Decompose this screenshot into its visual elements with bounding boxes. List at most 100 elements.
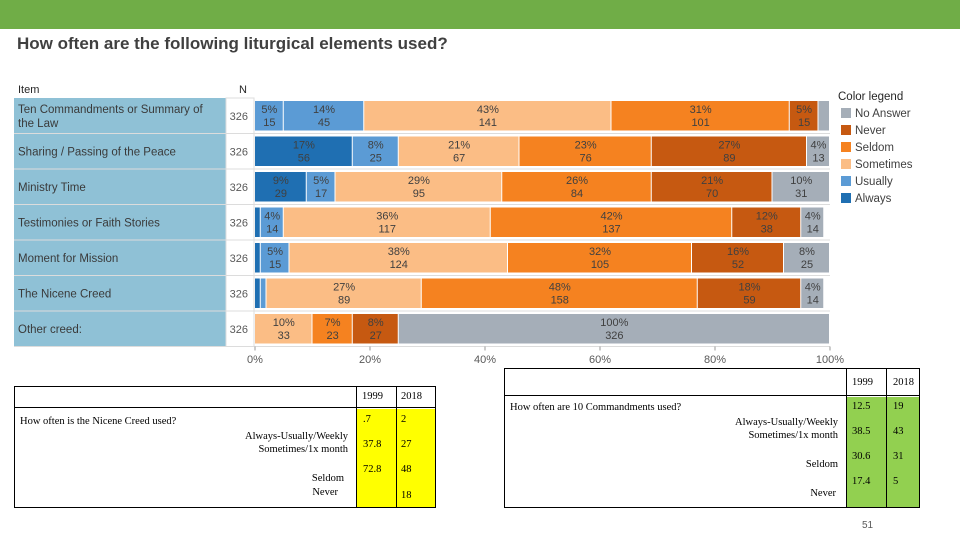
item-label-panel	[14, 98, 226, 347]
bar-segment	[255, 278, 260, 308]
legend-swatch	[841, 193, 851, 203]
bar-segment	[352, 314, 398, 344]
category-label: Moment for Mission	[18, 253, 118, 265]
bar-pct-label: 26%	[566, 175, 588, 187]
x-tick-label: 100%	[816, 354, 844, 366]
bar-count-label: 29	[275, 188, 287, 200]
bar-count-label: 15	[798, 117, 810, 129]
bar-segment	[421, 278, 697, 308]
n-value: 326	[230, 146, 248, 158]
bar-segment	[651, 172, 772, 202]
commandments-col-1999: 1999	[852, 377, 873, 388]
bar-pct-label: 27%	[333, 282, 355, 294]
bar-pct-label: 12%	[756, 211, 778, 223]
bar-count-label: 52	[732, 259, 744, 271]
header-item: Item	[18, 84, 39, 96]
bar-pct-label: 5%	[796, 104, 812, 116]
bar-count-label: 137	[602, 224, 620, 236]
commandments-label-always: Always-Usually/Weekly	[735, 417, 838, 428]
bar-count-label: 45	[318, 117, 330, 129]
bar-pct-label: 4%	[805, 211, 821, 223]
bar-segment	[807, 136, 829, 166]
commandments-table-border	[504, 368, 920, 508]
legend-label: Seldom	[855, 142, 894, 154]
bar-count-label: 141	[479, 117, 497, 129]
bar-pct-label: 8%	[368, 317, 384, 329]
commandments-2018-seldom: 31	[893, 451, 904, 462]
bar-pct-label: 17%	[293, 140, 315, 152]
bar-segment	[266, 278, 421, 308]
nicene-col-1999: 1999	[362, 391, 383, 402]
bar-segment	[789, 101, 818, 131]
category-label: The Nicene Creed	[18, 288, 111, 300]
bar-pct-label: 23%	[575, 140, 597, 152]
bar-pct-label: 8%	[799, 246, 815, 258]
n-value: 326	[230, 288, 248, 300]
bar-segment	[255, 243, 260, 273]
category-label: Ten Commandments or Summary of	[18, 104, 204, 116]
x-tick-label: 0%	[247, 354, 263, 366]
x-tick-label: 80%	[704, 354, 726, 366]
legend-label: Never	[855, 125, 886, 137]
bar-count-label: 25	[801, 259, 813, 271]
nicene-col-2018: 2018	[401, 391, 422, 402]
bar-count-label: 124	[390, 259, 408, 271]
bar-count-label: 33	[278, 330, 290, 342]
bar-pct-label: 21%	[448, 140, 470, 152]
bar-count-label: 105	[591, 259, 609, 271]
bar-count-label: 13	[812, 153, 824, 165]
bar-pct-label: 42%	[600, 211, 622, 223]
bar-segment	[260, 243, 289, 273]
commandments-col-rule	[846, 368, 847, 508]
bar-pct-label: 100%	[600, 317, 628, 329]
n-value: 326	[230, 182, 248, 194]
commandments-2018-sometimes: 43	[893, 426, 904, 437]
bar-count-label: 31	[795, 188, 807, 200]
bar-count-label: 326	[605, 330, 623, 342]
nicene-col-rule	[356, 386, 436, 508]
bar-segment	[255, 136, 352, 166]
bar-pct-label: 8%	[368, 140, 384, 152]
commandments-2018-always: 19	[893, 401, 904, 412]
category-label: Testimonies or Faith Stories	[18, 217, 160, 229]
legend-swatch	[841, 159, 851, 169]
commandments-label-never: Never	[810, 488, 836, 499]
bar-count-label: 27	[370, 330, 382, 342]
bar-pct-label: 5%	[261, 104, 277, 116]
legend-title: Color legend	[838, 91, 903, 103]
bar-segment	[283, 101, 364, 131]
category-label: Other creed:	[18, 324, 82, 336]
nicene-question: How often is the Nicene Creed used?	[20, 416, 177, 427]
nicene-1999-seldom: 72.8	[363, 464, 382, 475]
bar-count-label: 38	[761, 224, 773, 236]
bar-segment	[611, 101, 789, 131]
bar-segment	[772, 172, 829, 202]
bar-pct-label: 31%	[690, 104, 712, 116]
bar-segment	[801, 278, 824, 308]
bar-count-label: 101	[691, 117, 709, 129]
n-column-panel	[225, 97, 255, 347]
n-value: 326	[230, 217, 248, 229]
bar-segment	[502, 172, 651, 202]
commandments-label-seldom: Seldom	[805, 459, 838, 470]
bar-segment	[306, 172, 335, 202]
bar-segment	[255, 314, 312, 344]
commandments-col-2018: 2018	[893, 377, 914, 388]
bar-segment	[260, 278, 266, 308]
legend-label: Usually	[855, 176, 893, 188]
bar-segment	[312, 314, 352, 344]
slide-title: How often are the following liturgical e…	[17, 34, 448, 53]
n-value: 326	[230, 324, 248, 336]
commandments-1999-never: 17.4	[852, 476, 871, 487]
bar-pct-label: 4%	[811, 140, 827, 152]
n-value: 326	[230, 253, 248, 265]
bar-count-label: 14	[807, 224, 819, 236]
bar-count-label: 56	[298, 153, 310, 165]
nicene-1999-always: .7	[363, 414, 371, 425]
commandments-highlight	[846, 397, 919, 507]
bar-segment	[784, 243, 829, 273]
bar-count-label: 89	[723, 153, 735, 165]
legend-swatch	[841, 142, 851, 152]
bar-segment	[732, 207, 801, 237]
commandments-1999-seldom: 30.6	[852, 451, 871, 462]
